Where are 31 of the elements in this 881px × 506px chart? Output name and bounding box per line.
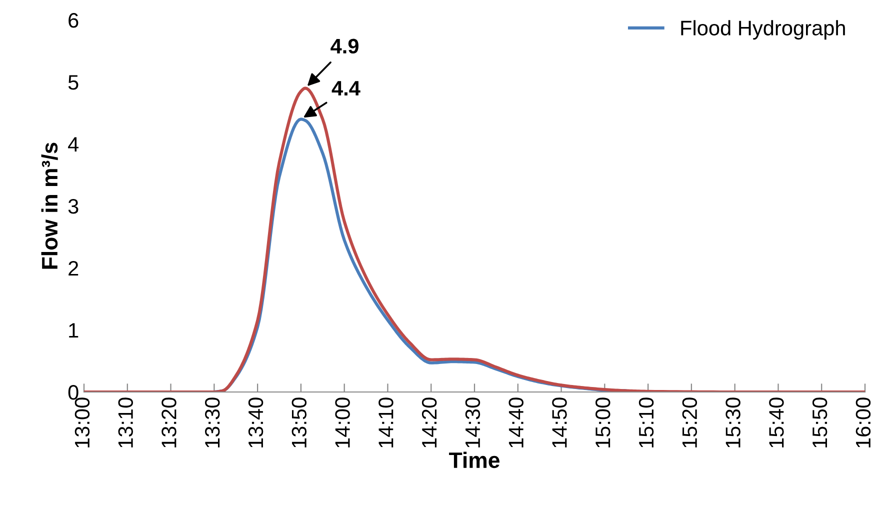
x-tick-label: 13:00 xyxy=(74,398,90,448)
x-tick-label: 14:20 xyxy=(422,398,437,448)
x-tick-label: 15:00 xyxy=(596,398,610,448)
x-tick-label: 14:40 xyxy=(508,398,524,448)
x-tick-label: 13:30 xyxy=(205,398,220,448)
x-tick-label: 13:20 xyxy=(162,398,176,448)
y-tick-label: 3 xyxy=(68,199,78,214)
y-tick-label: 4 xyxy=(68,137,79,152)
y-tick-label: 0 xyxy=(68,385,78,400)
x-tick-label: 13:10 xyxy=(118,398,133,448)
legend-label: Flood Hydrograph xyxy=(681,20,845,40)
x-axis-title: Time xyxy=(449,452,500,468)
x-tick-label: 15:10 xyxy=(638,398,654,448)
y-tick-label: 6 xyxy=(68,13,78,28)
x-tick-label: 14:00 xyxy=(335,398,350,448)
x-tick-label: 15:30 xyxy=(726,398,740,448)
x-tick-label: 13:50 xyxy=(292,398,307,448)
x-tick-label: 14:50 xyxy=(552,398,567,448)
y-tick-label: 1 xyxy=(69,323,78,338)
x-tick-label: 15:50 xyxy=(812,398,828,448)
x-tick-label: 14:10 xyxy=(378,398,394,448)
y-tick-label: 2 xyxy=(68,261,78,276)
x-tick-label: 16:00 xyxy=(856,398,871,448)
x-tick-label: 15:20 xyxy=(682,398,698,448)
annotation: 4.4 xyxy=(332,81,360,96)
y-axis-title: Flow in m³/s xyxy=(41,142,58,269)
annotation: 4.9 xyxy=(330,38,358,54)
x-tick-label: 13:40 xyxy=(248,398,264,448)
x-tick-label: 14:30 xyxy=(465,398,480,448)
y-tick-label: 5 xyxy=(68,75,78,90)
x-tick-label: 15:40 xyxy=(769,398,784,448)
